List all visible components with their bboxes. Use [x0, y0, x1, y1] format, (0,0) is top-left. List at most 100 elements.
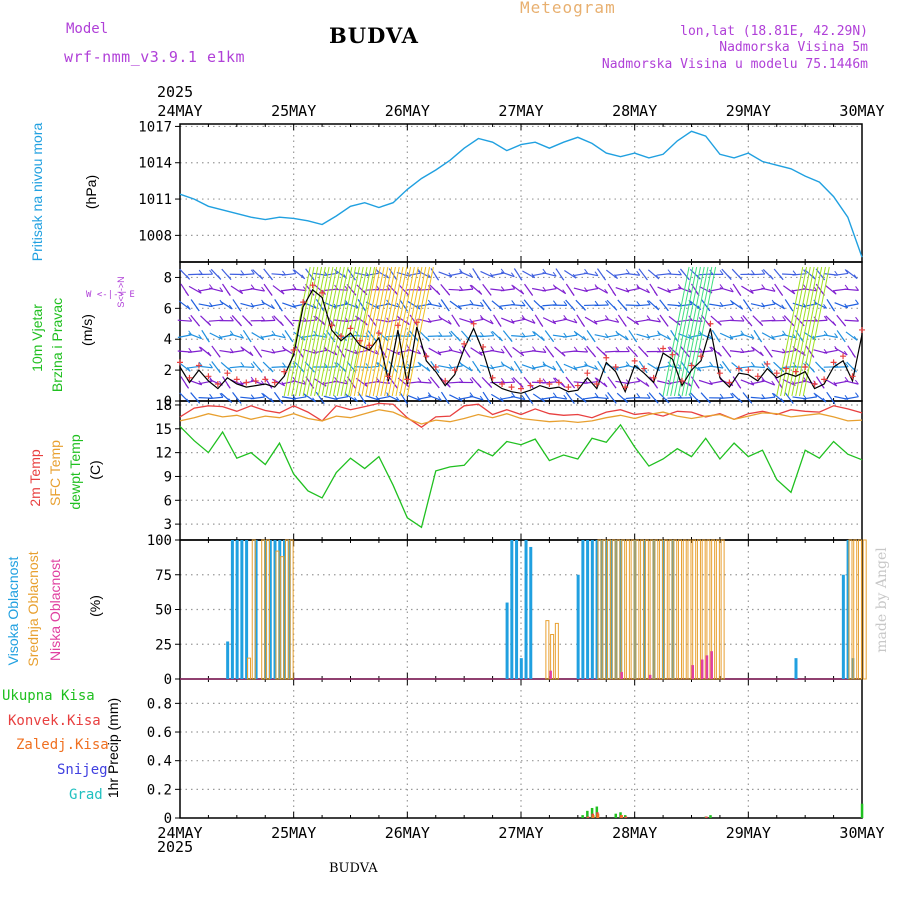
high-cloud-bar — [600, 540, 604, 679]
wind-barb-tick — [250, 269, 255, 275]
wind-barb-tick — [292, 284, 297, 290]
wind-barb — [250, 396, 265, 400]
wind-gust-marker — [783, 365, 790, 372]
wind-barb — [459, 395, 474, 400]
wind-barb-tick — [217, 275, 222, 280]
wind-barb-tick — [313, 330, 318, 336]
wind-gust-marker — [499, 381, 506, 388]
wind-barb-tick — [508, 352, 513, 358]
wind-barb-tick — [695, 384, 700, 389]
wind-barb-tick — [855, 316, 859, 322]
wind-barb — [803, 331, 817, 341]
wind-gust-marker — [338, 333, 345, 340]
wind-barb-tick — [249, 351, 254, 356]
wind-barb-tick — [282, 362, 286, 367]
wind-barb-tick — [195, 306, 200, 312]
wind-barb-tick — [624, 398, 628, 403]
wind-gust-marker — [650, 374, 657, 381]
wind-barb-tick — [198, 380, 203, 386]
wind-barb — [719, 303, 734, 307]
high-cloud-bar — [586, 540, 590, 679]
precip-legend-convective: Konvek.Kisa — [8, 713, 101, 729]
low-cloud-bar — [648, 674, 652, 679]
wind-barb — [532, 393, 546, 403]
temperature-panel: 18 15 12 9 6 3 — [155, 398, 863, 541]
wind-gust-marker — [442, 377, 449, 384]
wind-burst-stroke — [310, 266, 338, 397]
wind-barb — [844, 288, 859, 291]
wind-barb — [230, 285, 244, 295]
pressure-panel: 1017 1014 1011 1008 — [138, 119, 863, 263]
wind-barb-tick — [570, 291, 575, 296]
wind-barb — [427, 303, 442, 308]
wind-gust-marker — [555, 379, 562, 386]
wind-barb — [772, 392, 785, 403]
wind-barb-tick — [706, 398, 711, 404]
date-label-top: 28MAY — [612, 102, 657, 120]
wind-barb — [657, 350, 672, 353]
cloud-axis-mid: Srednja Oblacnost — [25, 551, 41, 666]
wind-gust-markers — [177, 282, 865, 392]
wind-barb — [542, 271, 557, 277]
wind-barb — [250, 303, 265, 308]
mid-cloud-bar — [696, 539, 701, 680]
wind-barb-tick — [789, 306, 794, 312]
wind-barb — [209, 287, 223, 293]
wind-barb-tick — [188, 316, 193, 322]
wind-gust-marker — [186, 374, 193, 381]
temperature-ytick-label: 3 — [164, 517, 172, 533]
wind-barb — [261, 301, 275, 310]
wind-barb — [667, 287, 682, 292]
wind-barb-tick — [842, 321, 846, 327]
wind-barb-tick — [832, 321, 837, 326]
wind-barb-tick — [780, 398, 785, 403]
wind-barb-tick — [476, 368, 481, 374]
high-cloud-bar — [519, 658, 523, 679]
wind-barb — [208, 396, 224, 400]
mid-cloud-bar — [289, 539, 294, 680]
wind-barb-tick — [789, 399, 794, 404]
wind-barb-tick — [466, 353, 471, 358]
wind-barb-tick — [667, 346, 672, 352]
wind-burst-stroke — [670, 266, 698, 397]
mid-cloud-bar — [621, 539, 626, 680]
high-cloud-bar — [576, 574, 580, 679]
wind-barb-tick — [426, 366, 431, 372]
wind-barb-tick — [552, 271, 557, 277]
wind-barb — [500, 271, 515, 278]
wind-barb-tick — [625, 347, 630, 352]
wind-burst-stroke — [348, 266, 376, 397]
mid-cloud-bar — [682, 539, 687, 680]
wind-burst-stroke — [340, 266, 368, 397]
wind-barb — [303, 393, 316, 403]
wind-gust-marker — [480, 343, 487, 350]
wind-barb-tick — [655, 274, 660, 280]
wind-burst-stroke — [681, 266, 709, 397]
wind-barb-tick — [427, 299, 432, 305]
mid-cloud-bar — [602, 539, 607, 680]
wind-barb — [595, 285, 608, 294]
date-label-bottom: 30MAY — [839, 824, 884, 842]
wind-barb-tick — [205, 337, 210, 343]
wind-gust-marker — [214, 381, 221, 388]
precipitation-ytick-label: 0.2 — [147, 782, 172, 798]
wind-barb — [511, 304, 526, 307]
wind-barb — [824, 284, 837, 295]
wind-barb-tick — [758, 337, 763, 343]
wind-barb-tick — [719, 284, 724, 289]
wind-barb-tick — [238, 321, 242, 327]
wind-barb-tick — [185, 384, 189, 389]
wind-barb — [594, 304, 609, 307]
precip-legend-freezing: Zaledj.Kisa — [16, 737, 109, 753]
wind-barb-tick — [542, 348, 547, 353]
wind-barb-tick — [459, 377, 464, 383]
wind-barb-tick — [737, 291, 742, 296]
wind-barb-tick — [636, 270, 641, 276]
wind-barb — [553, 285, 567, 295]
wind-barb-tick — [792, 270, 797, 275]
high-cloud-bar — [245, 540, 249, 679]
wind-barb-tick — [831, 399, 836, 404]
wind-burst-stroke — [689, 266, 717, 397]
wind-barb-tick — [855, 286, 859, 291]
wind-axis-unit: (m/s) — [79, 314, 95, 346]
